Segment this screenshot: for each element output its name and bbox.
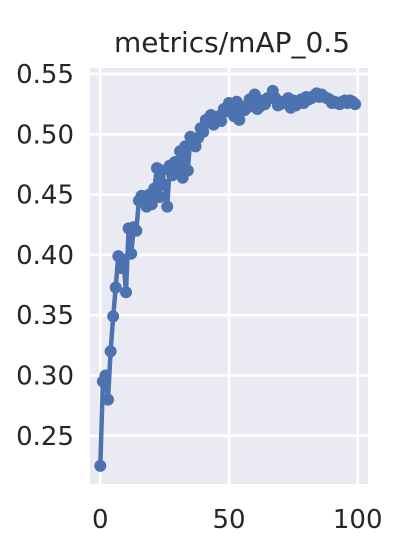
gridlines bbox=[90, 68, 368, 484]
x-tick-label: 50 bbox=[212, 505, 245, 535]
data-point bbox=[153, 191, 166, 204]
data-point bbox=[94, 459, 107, 472]
x-tick-label: 100 bbox=[333, 505, 383, 535]
data-point bbox=[349, 98, 362, 111]
data-point bbox=[181, 164, 194, 177]
series-layer bbox=[94, 84, 362, 472]
data-point bbox=[158, 178, 171, 191]
y-tick-label: 0.45 bbox=[16, 181, 74, 211]
data-point bbox=[104, 345, 117, 358]
x-axis-ticks: 0 50 100 bbox=[92, 505, 383, 535]
data-point bbox=[215, 115, 228, 128]
y-tick-label: 0.55 bbox=[16, 60, 74, 90]
chart-title: metrics/mAP_0.5 bbox=[114, 26, 350, 59]
y-tick-label: 0.40 bbox=[16, 241, 74, 271]
data-point bbox=[99, 369, 112, 382]
data-point bbox=[109, 281, 122, 294]
data-point bbox=[120, 286, 133, 299]
x-tick-label: 0 bbox=[92, 505, 109, 535]
data-point bbox=[107, 310, 120, 323]
data-point bbox=[168, 156, 181, 169]
data-point bbox=[125, 247, 138, 260]
data-point bbox=[145, 198, 158, 211]
data-point bbox=[161, 200, 174, 213]
data-point bbox=[102, 393, 115, 406]
data-point bbox=[233, 113, 246, 126]
y-tick-label: 0.30 bbox=[16, 361, 74, 391]
y-axis-ticks: 0.25 0.30 0.35 0.40 0.45 0.50 0.55 bbox=[16, 60, 74, 452]
data-point bbox=[197, 125, 210, 138]
data-point bbox=[130, 224, 143, 237]
y-tick-label: 0.50 bbox=[16, 120, 74, 150]
y-tick-label: 0.35 bbox=[16, 301, 74, 331]
y-tick-label: 0.25 bbox=[16, 422, 74, 452]
